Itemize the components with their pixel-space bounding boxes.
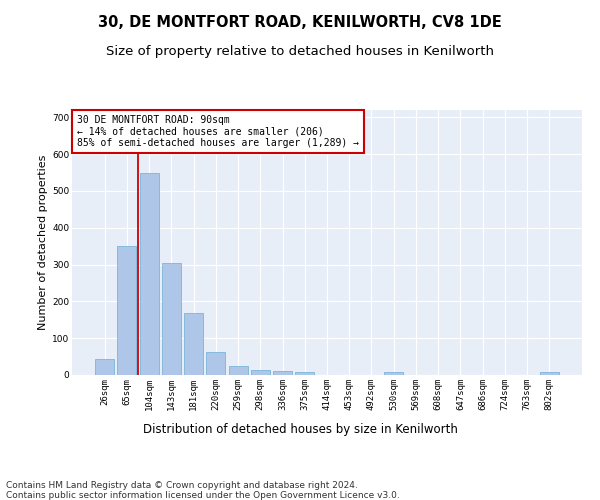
Bar [295,372,314,375]
Text: 30 DE MONTFORT ROAD: 90sqm
← 14% of detached houses are smaller (206)
85% of sem: 30 DE MONTFORT ROAD: 90sqm ← 14% of deta… [77,116,359,148]
Bar [229,366,248,375]
Bar [540,372,559,375]
Bar [184,313,203,375]
Bar [384,372,403,375]
Text: Distribution of detached houses by size in Kenilworth: Distribution of detached houses by size … [143,422,457,436]
Bar [140,172,158,375]
Text: Contains HM Land Registry data © Crown copyright and database right 2024.
Contai: Contains HM Land Registry data © Crown c… [6,480,400,500]
Bar [206,352,225,375]
Bar [95,359,114,375]
Bar [273,370,292,375]
Bar [118,246,136,375]
Text: Size of property relative to detached houses in Kenilworth: Size of property relative to detached ho… [106,45,494,58]
Bar [162,264,181,375]
Text: 30, DE MONTFORT ROAD, KENILWORTH, CV8 1DE: 30, DE MONTFORT ROAD, KENILWORTH, CV8 1D… [98,15,502,30]
Bar [251,370,270,375]
Y-axis label: Number of detached properties: Number of detached properties [38,155,48,330]
